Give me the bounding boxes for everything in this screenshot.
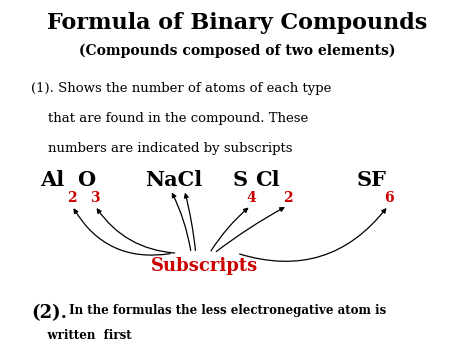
FancyArrowPatch shape [173, 193, 191, 251]
FancyArrowPatch shape [184, 194, 195, 251]
Text: (1). Shows the number of atoms of each type: (1). Shows the number of atoms of each t… [31, 82, 331, 95]
Text: In the formulas the less electronegative atom is: In the formulas the less electronegative… [65, 304, 386, 317]
Text: (Compounds composed of two elements): (Compounds composed of two elements) [79, 44, 395, 58]
Text: numbers are indicated by subscripts: numbers are indicated by subscripts [31, 142, 292, 155]
Text: O: O [77, 170, 95, 190]
Text: 2: 2 [67, 191, 77, 205]
FancyArrowPatch shape [240, 209, 386, 261]
Text: 3: 3 [91, 191, 100, 205]
FancyArrowPatch shape [74, 209, 170, 255]
Text: Cl: Cl [255, 170, 280, 190]
Text: (2).: (2). [31, 304, 67, 322]
Text: NaCl: NaCl [146, 170, 202, 190]
Text: Formula of Binary Compounds: Formula of Binary Compounds [47, 12, 427, 34]
FancyArrowPatch shape [211, 208, 247, 251]
Text: that are found in the compound. These: that are found in the compound. These [31, 112, 308, 125]
Text: 2: 2 [283, 191, 292, 205]
FancyArrowPatch shape [216, 208, 284, 252]
Text: Al: Al [40, 170, 64, 190]
Text: 4: 4 [246, 191, 256, 205]
Text: written  first: written first [31, 329, 131, 342]
Text: SF: SF [356, 170, 386, 190]
FancyArrowPatch shape [97, 209, 174, 253]
Text: 6: 6 [383, 191, 393, 205]
Text: Subscripts: Subscripts [151, 257, 258, 275]
Text: S: S [232, 170, 247, 190]
